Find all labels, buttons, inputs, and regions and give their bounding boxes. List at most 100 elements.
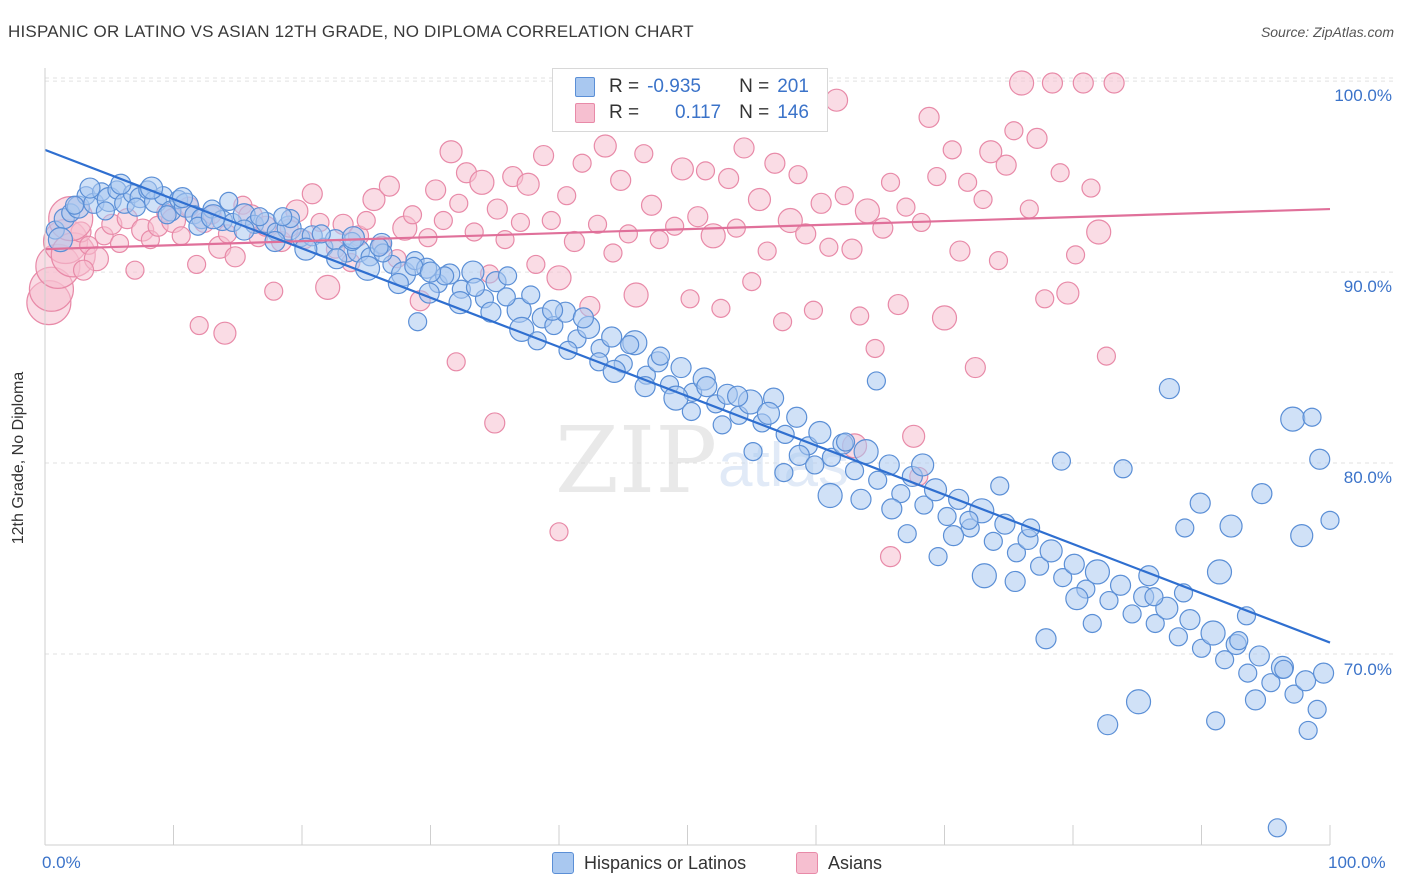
hispanic-point <box>311 224 331 244</box>
legend-row-asians: R = 0.117 N = 146 <box>575 100 809 126</box>
asian-point <box>942 140 962 160</box>
hispanic-point <box>1290 524 1314 548</box>
hispanic-point <box>681 401 701 422</box>
hispanic-point <box>465 277 486 297</box>
asian-point <box>446 352 466 372</box>
hispanic-point <box>1238 663 1258 683</box>
hispanic-point <box>743 441 763 462</box>
asian-point <box>1050 163 1070 183</box>
asian-point <box>733 137 755 159</box>
hispanic-point <box>850 488 872 510</box>
asian-point <box>541 210 561 231</box>
hispanic-point <box>157 205 177 225</box>
asian-point <box>1072 72 1094 94</box>
asian-point <box>1019 199 1039 219</box>
hispanic-point <box>971 563 997 589</box>
hispanic-point <box>200 204 226 230</box>
hispanic-point <box>79 177 101 199</box>
asian-point <box>964 356 986 379</box>
hispanic-point <box>891 484 911 504</box>
asian-point <box>449 193 469 213</box>
hispanic-point <box>1006 543 1027 563</box>
legend-n-label: N = <box>739 102 770 123</box>
asian-point <box>1056 281 1080 305</box>
asian-point <box>795 223 817 245</box>
asian-point <box>918 106 940 128</box>
hispanic-point <box>47 227 74 253</box>
asian-point <box>824 88 849 112</box>
hispanic-point <box>1294 670 1317 692</box>
grid-lines <box>45 77 1395 655</box>
hispanic-point <box>1051 451 1072 471</box>
asian-point <box>1103 72 1125 94</box>
asian-point <box>224 246 246 268</box>
hispanic-point <box>923 478 948 502</box>
hispanic-point <box>620 335 640 355</box>
asian-point <box>757 241 777 261</box>
hispanic-point <box>1109 574 1132 596</box>
hispanic-point <box>1206 711 1226 731</box>
asian-point <box>1004 121 1024 141</box>
asian-point <box>213 321 237 345</box>
asian-point <box>315 274 341 300</box>
asian-point <box>469 169 495 195</box>
hispanic-point <box>1219 514 1243 538</box>
asian-point <box>649 230 669 250</box>
hispanic-point <box>805 455 825 475</box>
hispanic-point <box>937 506 957 527</box>
asian-point <box>1035 289 1055 309</box>
asian-point <box>958 172 978 192</box>
asian-point <box>979 140 1003 164</box>
asian-point <box>850 306 870 326</box>
asian-point <box>887 293 909 316</box>
hispanic-point <box>911 453 935 477</box>
y-tick-label: 100.0% <box>1334 86 1392 105</box>
hispanic-point <box>1320 510 1340 530</box>
trend-lines <box>44 148 1331 644</box>
asian-point <box>623 282 649 308</box>
hispanic-point <box>1312 662 1335 684</box>
legend-row-hispanics: R = -0.935 N = 201 <box>575 74 809 100</box>
legend-r-label: R = <box>609 102 640 123</box>
series-asians <box>26 70 1125 568</box>
hispanic-point <box>1065 587 1089 611</box>
asian-point <box>865 338 885 359</box>
asian-point <box>988 251 1009 271</box>
trend-line-asians <box>44 207 1331 251</box>
hispanic-point <box>959 510 979 530</box>
asian-point <box>949 240 971 262</box>
hispanic-point <box>1251 483 1273 505</box>
asian-point <box>973 189 993 210</box>
hispanic-point <box>897 524 917 544</box>
legend-n-label: N = <box>739 76 770 97</box>
asian-point <box>841 238 863 260</box>
hispanic-point <box>881 498 903 520</box>
asian-point <box>810 192 832 214</box>
legend-label: Hispanics or Latinos <box>584 852 747 873</box>
asian-point <box>1096 346 1117 366</box>
hispanic-point <box>1004 570 1026 593</box>
hispanic-point <box>650 346 671 366</box>
hispanic-point <box>835 432 856 452</box>
hispanic-point <box>914 495 934 515</box>
asian-point <box>880 172 901 192</box>
asian-point <box>557 186 577 206</box>
asian-point <box>872 217 894 239</box>
chart-source: Source: ZipAtlas.com <box>1260 24 1394 40</box>
asian-point <box>610 169 632 192</box>
asian-point <box>1086 219 1112 245</box>
hispanic-point <box>1261 673 1281 693</box>
asian-point <box>72 259 95 281</box>
asian-point <box>301 183 323 205</box>
asian-point <box>563 230 586 253</box>
legend-n-value: 146 <box>777 102 809 123</box>
legend-swatch-blue <box>552 852 574 874</box>
x-tick-label-max: 100.0% <box>1328 853 1386 872</box>
asian-point <box>747 187 772 212</box>
hispanic-point <box>1063 553 1085 575</box>
hispanic-point <box>756 401 781 425</box>
asian-point <box>803 300 824 320</box>
asian-point <box>189 315 209 336</box>
y-tick-label: 90.0% <box>1343 277 1392 296</box>
hispanic-point <box>1274 659 1294 679</box>
